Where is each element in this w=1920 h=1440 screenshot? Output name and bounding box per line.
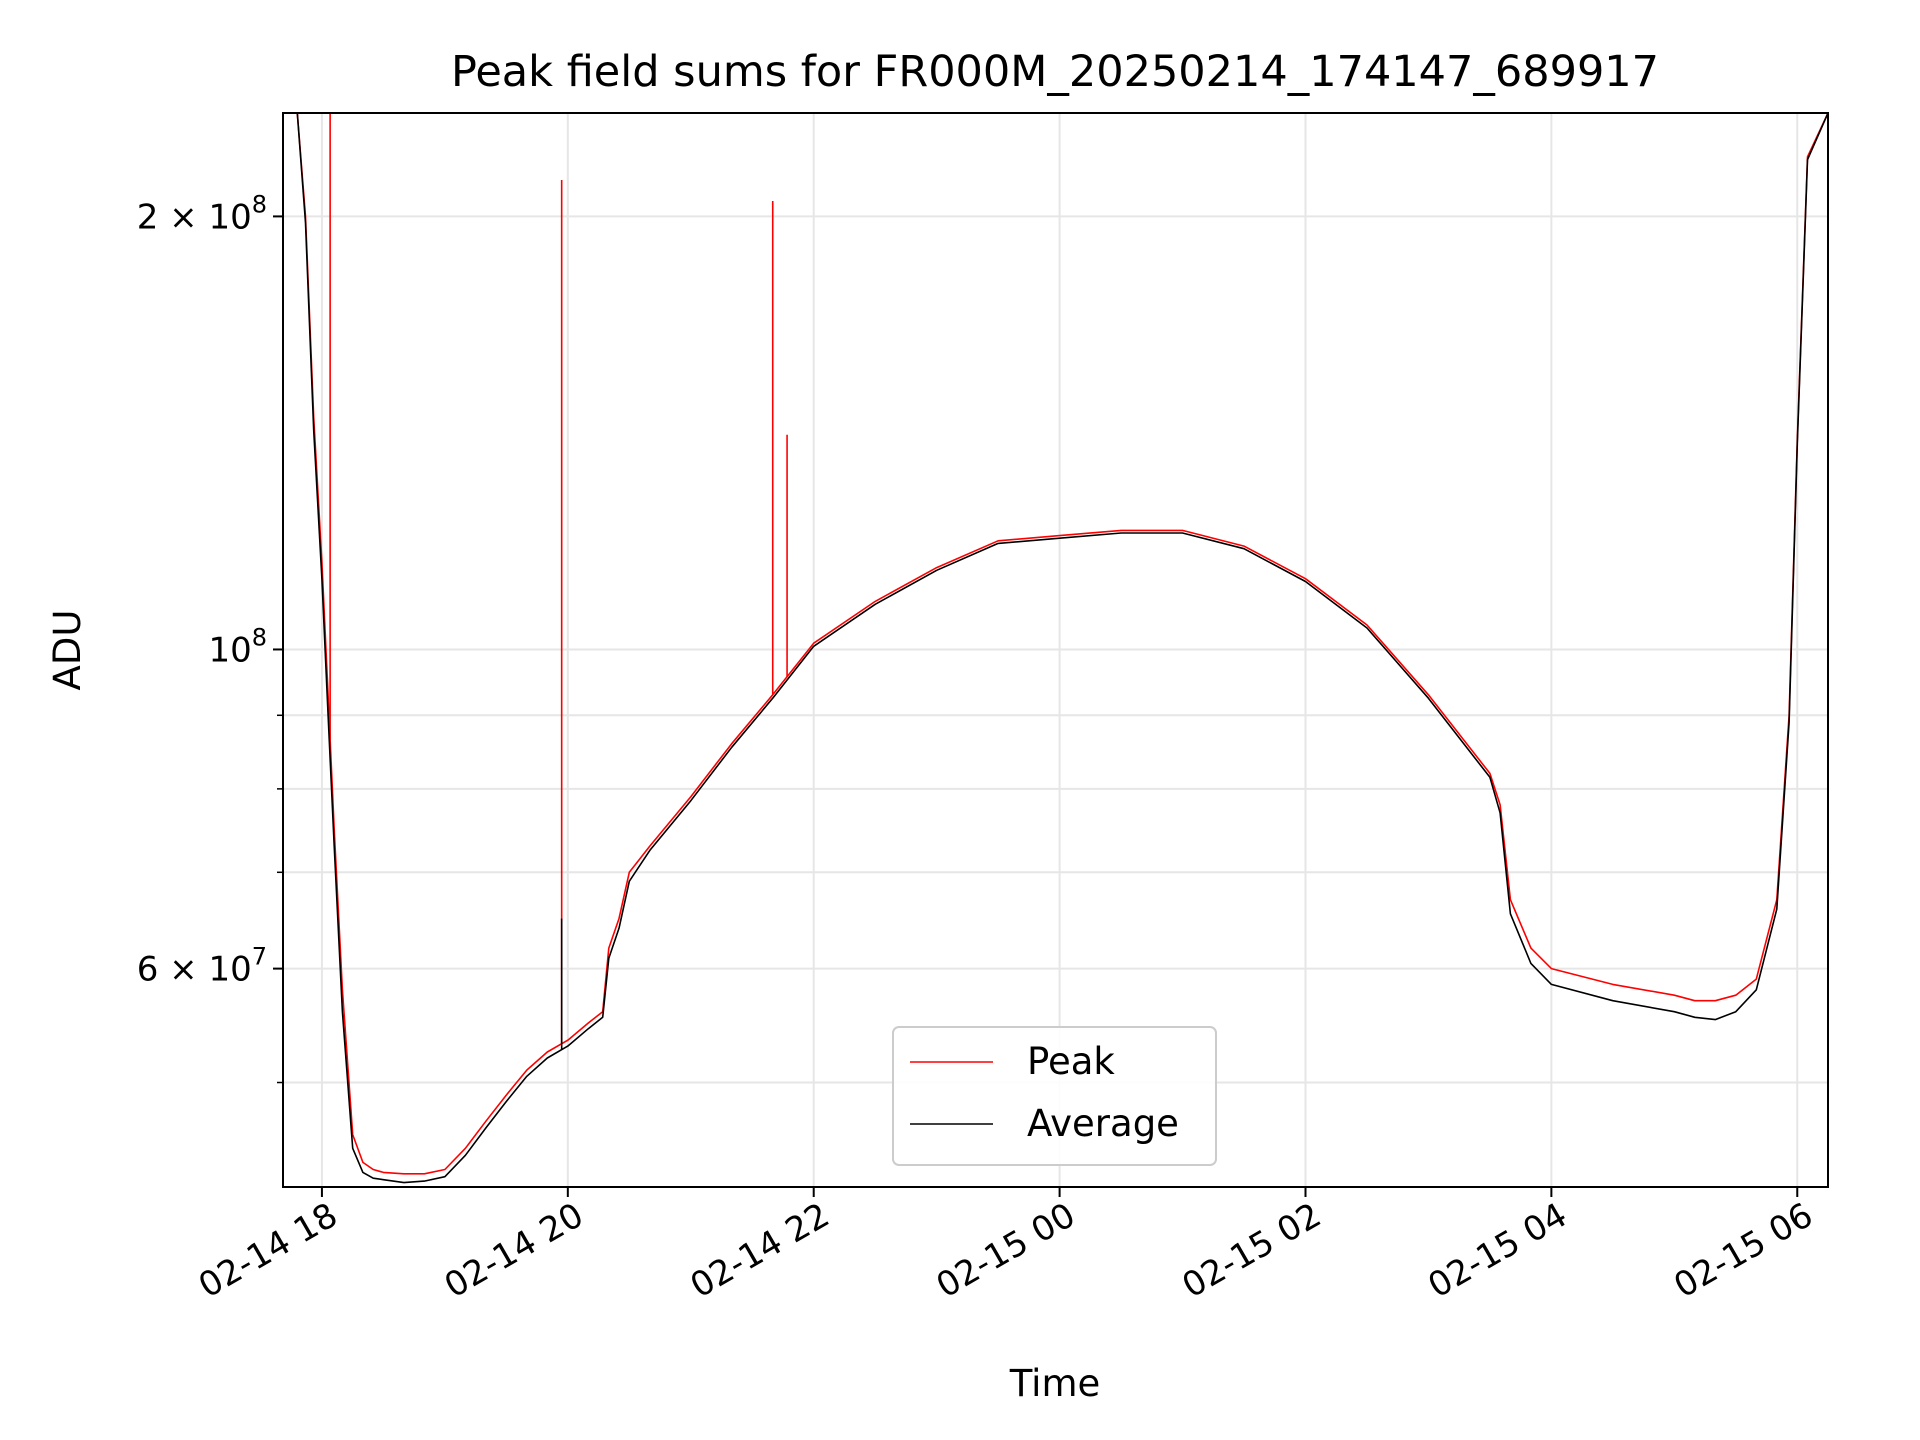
grid [283, 113, 1828, 1187]
x-axis-label: Time [1009, 1362, 1101, 1405]
y-tick-label-exponent: 8 [252, 190, 267, 218]
y-tick-label: 6 × 107 [137, 943, 267, 990]
legend-peak-label: Peak [1027, 1040, 1115, 1083]
series-line-peak [283, 113, 1828, 1175]
y-tick-label: 108 [208, 623, 267, 670]
y-axis-label: ADU [46, 610, 89, 691]
y-tick-label: 2 × 108 [137, 190, 267, 237]
y-tick-label-base: 10 [208, 630, 251, 670]
y-tick-label-base: 2 × 10 [137, 197, 252, 237]
y-tick-label-exponent: 8 [252, 623, 267, 651]
y-tick-label-base: 6 × 10 [137, 950, 252, 990]
y-tick-label-exponent: 7 [252, 943, 267, 971]
chart-title: Peak field sums for FR000M_20250214_1741… [451, 47, 1659, 97]
series-line-average [283, 113, 1828, 1184]
legend-average-label: Average [1027, 1102, 1179, 1145]
series-layer [283, 113, 1828, 1184]
legend: Peak Average [892, 1026, 1217, 1166]
